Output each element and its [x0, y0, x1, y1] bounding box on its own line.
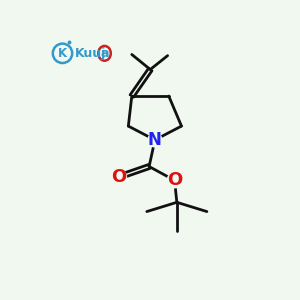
Text: O: O [167, 171, 182, 189]
Circle shape [167, 173, 182, 188]
Text: Kuuj: Kuuj [75, 47, 106, 60]
Circle shape [112, 169, 127, 184]
Text: a: a [100, 47, 109, 60]
Text: N: N [148, 131, 162, 149]
Text: O: O [112, 168, 127, 186]
Text: K: K [58, 47, 67, 60]
Circle shape [148, 133, 162, 147]
